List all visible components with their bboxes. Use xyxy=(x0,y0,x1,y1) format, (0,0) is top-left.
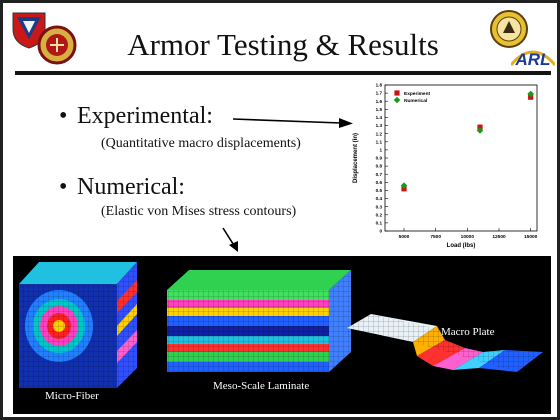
y-tick-label: 0.8 xyxy=(376,164,383,169)
army-shield-logo xyxy=(12,12,46,49)
bullet-glyph: • xyxy=(59,103,68,129)
x-tick-label: 15000 xyxy=(524,234,538,240)
y-tick-label: 0.1 xyxy=(376,220,383,225)
macro-plate-image xyxy=(347,314,543,372)
y-tick-label: 1.4 xyxy=(376,115,383,120)
y-tick-label: 0 xyxy=(379,229,382,234)
caption-macro-plate: Macro Plate xyxy=(441,326,495,338)
y-tick-label: 0.6 xyxy=(376,180,383,185)
y-tick-label: 0.2 xyxy=(376,212,383,217)
data-point-numerical xyxy=(527,90,534,98)
bullet-numerical-sub: (Elastic von Mises stress contours) xyxy=(101,204,297,219)
y-axis-label: Displacement (in) xyxy=(353,133,359,183)
arl-logo-text: ARL xyxy=(515,50,551,69)
y-tick-label: 1.7 xyxy=(376,91,383,96)
y-tick-label: 0.5 xyxy=(376,188,383,193)
legend-marker-numerical xyxy=(393,96,401,104)
simulation-graphics xyxy=(19,262,543,388)
bullet-numerical-heading: Numerical: xyxy=(77,174,185,200)
legend-label-experiment: Experiment xyxy=(404,91,431,97)
simulation-panel: Micro-Fiber Meso-Scale Laminate Macro Pl… xyxy=(13,256,551,414)
lab-seal-logo xyxy=(490,10,528,48)
plot-frame xyxy=(384,84,538,232)
y-tick-label: 1.3 xyxy=(376,123,383,128)
y-tick-label: 0.7 xyxy=(376,172,383,177)
x-tick-label: 7500 xyxy=(430,234,441,240)
x-tick-label: 5000 xyxy=(399,234,410,240)
meso-laminate-image xyxy=(167,270,351,372)
caption-meso-laminate: Meso-Scale Laminate xyxy=(213,380,310,392)
displacement-chart: 0 0.1 0.2 0.3 0.4 0.5 0.6 0.7 0.8 0.9 1 1.1 1.2 1.3 1.… xyxy=(353,83,538,249)
legend-marker-experiment xyxy=(394,90,400,96)
caption-micro-fiber: Micro-Fiber xyxy=(45,390,99,402)
x-tick-label: 10000 xyxy=(461,234,475,240)
y-tick-label: 1.8 xyxy=(376,83,383,88)
y-tick-label: 1.6 xyxy=(376,99,383,104)
y-tick-label: 1 xyxy=(379,147,382,152)
micro-fiber-image xyxy=(19,262,137,388)
y-tick-label: 0.4 xyxy=(376,196,383,201)
command-seal-logo xyxy=(37,25,77,65)
arrow-to-chart xyxy=(232,118,353,128)
title-rule xyxy=(15,71,551,75)
arrow-to-images xyxy=(222,227,238,252)
y-tick-label: 1.5 xyxy=(376,107,383,112)
x-axis-label: Load (lbs) xyxy=(447,243,476,249)
bullet-experimental-heading: Experimental: xyxy=(77,103,213,129)
x-tick-label: 12500 xyxy=(492,234,506,240)
slide-title: Armor Testing & Results xyxy=(127,27,439,62)
y-tick-label: 0.3 xyxy=(376,204,383,209)
arl-logo: ARL xyxy=(511,50,555,69)
legend-label-numerical: Numerical xyxy=(404,98,427,104)
bullet-experimental-sub: (Quantitative macro displacements) xyxy=(101,136,301,151)
y-tick-label: 0.9 xyxy=(376,156,383,161)
bullet-numerical: • Numerical: xyxy=(59,174,185,201)
y-tick-label: 1.1 xyxy=(376,139,383,144)
bullet-experimental: • Experimental: xyxy=(59,103,213,130)
y-tick-label: 1.2 xyxy=(376,131,383,136)
bullet-glyph: • xyxy=(59,174,68,200)
